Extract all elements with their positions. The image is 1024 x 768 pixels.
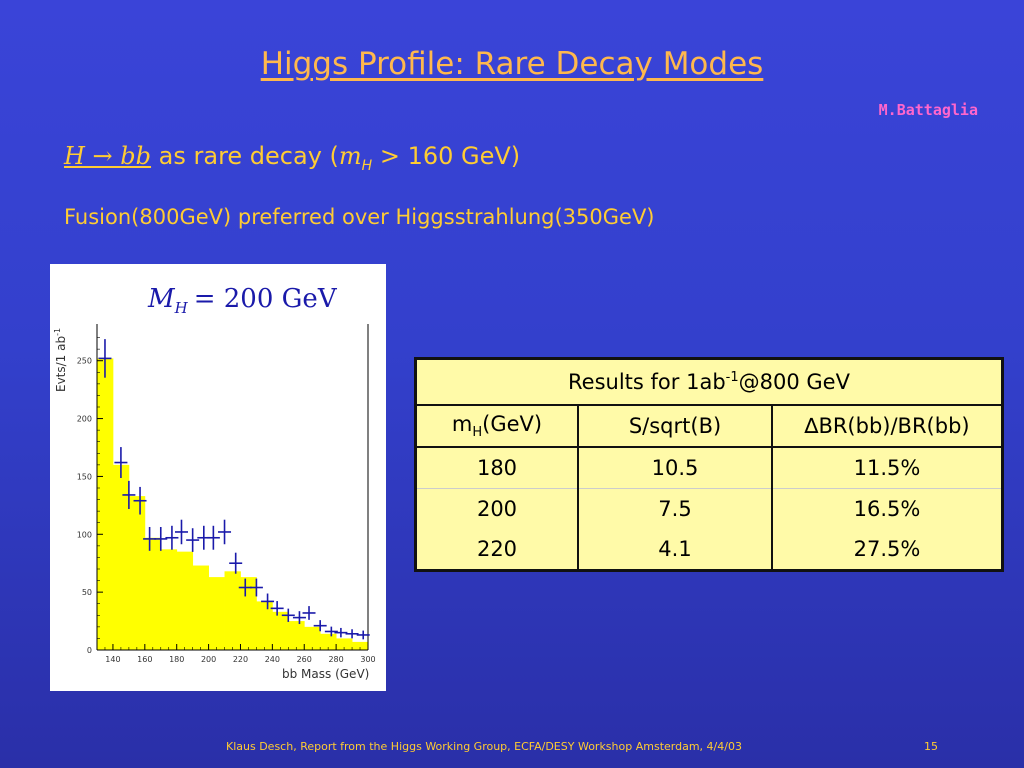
results-column-header-row: mH(GeV) S/sqrt(B) ∆BR(bb)/BR(bb) — [415, 405, 1003, 448]
table-row: 200 7.5 16.5% — [416, 488, 1003, 529]
chart-title: MH = 200 GeV — [147, 284, 338, 317]
results-caption: Results for 1ab-1@800 GeV — [415, 358, 1003, 406]
x-tick-label: 300 — [360, 655, 375, 664]
y-tick-label: 150 — [77, 472, 92, 481]
histogram-bar — [192, 565, 209, 650]
histogram-bar — [144, 537, 162, 650]
histogram-bar — [256, 601, 273, 650]
table-row: 180 10.5 11.5% — [415, 447, 1003, 489]
x-tick-label: 280 — [328, 655, 343, 664]
y-tick-label: 250 — [77, 357, 92, 366]
x-tick-label: 160 — [137, 655, 152, 664]
mass-histogram-panel: MH = 200 GeV 0 50 100 150 200 250 140 160 180 200 2… — [50, 264, 386, 691]
results-caption-row: Results for 1ab-1@800 GeV — [415, 358, 1003, 406]
x-tick-label: 240 — [265, 655, 280, 664]
footer-text: Klaus Desch, Report from the Higgs Worki… — [226, 740, 742, 753]
y-tick-label: 100 — [77, 530, 92, 539]
cell-mass: 180 — [415, 447, 578, 489]
cell-mass: 220 — [476, 537, 518, 561]
mass-histogram: MH = 200 GeV 0 50 100 150 200 250 140 160 180 200 2… — [53, 284, 376, 681]
y-tick-label: 50 — [82, 588, 92, 597]
column-header-significance: S/sqrt(B) — [577, 405, 772, 448]
plot-area: 0 50 100 150 200 250 140 160 180 200 220 240 260 280 3… — [77, 324, 376, 664]
histogram-bar — [160, 549, 178, 650]
column-header-br-precision: ∆BR(bb)/BR(bb) — [771, 405, 1003, 448]
decay-channel: H → bb — [64, 142, 152, 170]
author-name: M.Battaglia — [878, 101, 978, 119]
histogram-bar — [352, 641, 369, 650]
page-number: 15 — [924, 740, 938, 753]
histogram-bar — [272, 611, 289, 650]
histogram-bar — [128, 496, 146, 650]
higgs-mass-subscript: H — [361, 157, 373, 174]
column-header-mass: mH(GeV) — [415, 405, 578, 448]
decay-middle-text: as rare decay ( — [151, 142, 339, 170]
histogram-bar — [320, 633, 337, 650]
decay-heading: H → bb as rare decay (mH > 160 GeV) — [64, 142, 520, 174]
cell-br-precision: 16.5% — [771, 488, 1003, 529]
y-tick-label: 200 — [77, 415, 92, 424]
histogram-bar — [288, 621, 305, 650]
x-tick-label: 220 — [233, 655, 248, 664]
x-tick-label: 200 — [201, 655, 216, 664]
decay-mass-threshold: > 160 GeV) — [372, 142, 521, 170]
histogram-bar — [176, 551, 194, 650]
slide-title: Higgs Profile: Rare Decay Modes — [260, 46, 764, 82]
cell-significance: 10.5 — [577, 447, 772, 489]
histogram-bar — [336, 638, 353, 650]
x-axis-label: bb Mass (GeV) — [282, 667, 369, 681]
x-tick-label: 180 — [169, 655, 184, 664]
higgs-mass-symbol: m — [338, 142, 362, 170]
cell-mass: 200 — [476, 497, 518, 521]
cell-significance: 4.1 — [577, 529, 772, 571]
cell-significance: 7.5 — [577, 488, 772, 529]
histogram-bar — [304, 626, 321, 650]
histogram-bar — [112, 464, 130, 650]
x-tick-label: 260 — [297, 655, 312, 664]
y-axis-label: Evts/1 ab-1 — [53, 328, 68, 392]
cell-br-precision: 11.5% — [771, 447, 1003, 489]
y-tick-label: 0 — [87, 646, 92, 655]
histogram-bar — [208, 577, 225, 650]
x-tick-label: 140 — [105, 655, 120, 664]
histogram-bar — [97, 358, 114, 650]
results-table: Results for 1ab-1@800 GeV mH(GeV) S/sqrt… — [414, 357, 1004, 572]
fusion-statement: Fusion(800GeV) preferred over Higgsstrah… — [64, 205, 655, 229]
table-row: 220 4.1 27.5% — [416, 529, 1003, 571]
histogram-bar — [224, 571, 241, 650]
cell-br-precision: 27.5% — [771, 529, 1003, 571]
